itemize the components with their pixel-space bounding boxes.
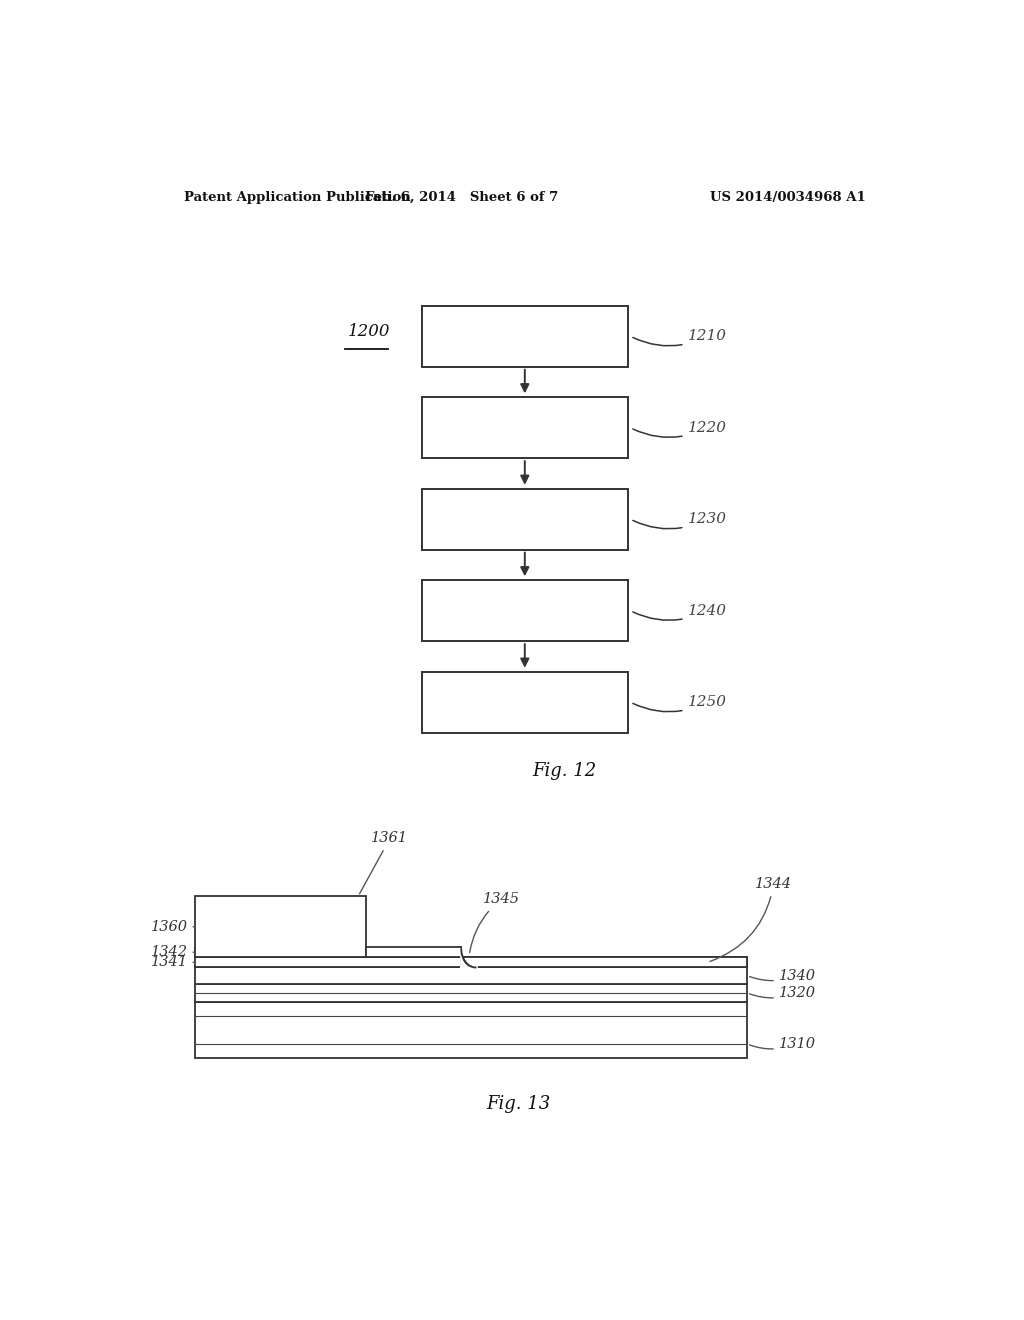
- Bar: [196, 948, 367, 957]
- Text: US 2014/0034968 A1: US 2014/0034968 A1: [711, 190, 866, 203]
- Bar: [196, 1002, 748, 1057]
- Text: 1361: 1361: [359, 832, 409, 894]
- Text: Feb. 6, 2014   Sheet 6 of 7: Feb. 6, 2014 Sheet 6 of 7: [365, 190, 558, 203]
- Bar: [196, 957, 748, 968]
- Text: Patent Application Publication: Patent Application Publication: [183, 190, 411, 203]
- Text: 1250: 1250: [633, 696, 726, 711]
- Text: 1230: 1230: [633, 512, 726, 529]
- Text: 1345: 1345: [470, 892, 519, 953]
- Bar: [422, 672, 628, 733]
- Bar: [461, 957, 748, 968]
- Bar: [196, 983, 748, 1002]
- Text: 1340: 1340: [750, 969, 816, 982]
- Bar: [422, 306, 628, 367]
- Bar: [196, 968, 748, 983]
- Text: 1360: 1360: [151, 920, 196, 933]
- Text: 1344: 1344: [710, 878, 792, 961]
- Text: 1341: 1341: [151, 956, 196, 969]
- Bar: [422, 581, 628, 642]
- Text: Fig. 13: Fig. 13: [486, 1094, 551, 1113]
- Text: 1220: 1220: [633, 421, 726, 437]
- Bar: [422, 488, 628, 549]
- Text: 1320: 1320: [750, 986, 816, 999]
- Text: 1210: 1210: [633, 329, 726, 346]
- Text: 1240: 1240: [633, 603, 726, 620]
- Text: Fig. 12: Fig. 12: [532, 762, 597, 780]
- Text: 1342: 1342: [151, 945, 196, 960]
- Text: 1200: 1200: [347, 322, 390, 339]
- Bar: [196, 896, 367, 957]
- Bar: [422, 397, 628, 458]
- Bar: [367, 948, 461, 957]
- Text: 1310: 1310: [750, 1038, 816, 1051]
